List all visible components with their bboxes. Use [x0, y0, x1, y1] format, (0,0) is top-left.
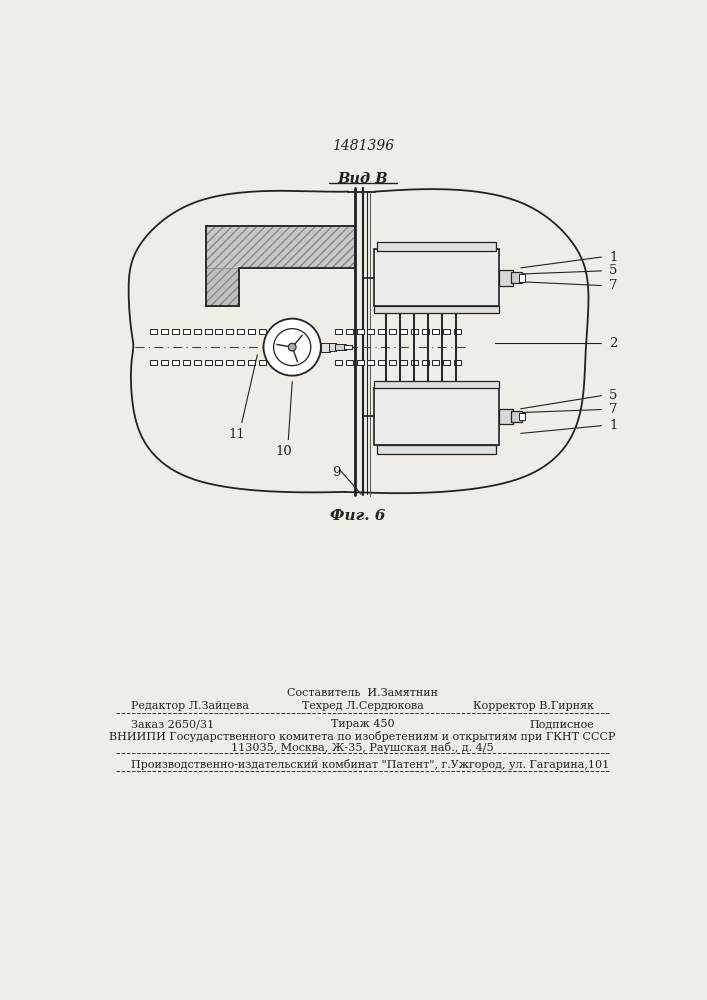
Bar	[400, 360, 407, 365]
Text: Корректор В.Гирняк: Корректор В.Гирняк	[474, 701, 595, 711]
Text: Составитель  И.Замятнин: Составитель И.Замятнин	[287, 688, 438, 698]
Bar	[378, 360, 385, 365]
Bar	[368, 329, 374, 334]
Bar	[335, 329, 341, 334]
Bar	[161, 360, 168, 365]
Bar	[321, 343, 330, 352]
Bar	[172, 329, 179, 334]
Bar	[329, 343, 337, 351]
Text: 1: 1	[609, 419, 617, 432]
Text: Вид В: Вид В	[337, 172, 388, 186]
Bar	[335, 344, 346, 350]
Bar	[421, 329, 428, 334]
Text: 7: 7	[609, 403, 618, 416]
Bar	[443, 360, 450, 365]
Text: 5: 5	[609, 389, 617, 402]
Text: Фиг. 6: Фиг. 6	[330, 509, 386, 523]
Bar	[151, 360, 158, 365]
Bar	[433, 329, 440, 334]
Bar	[356, 360, 363, 365]
Text: 7: 7	[609, 279, 618, 292]
Bar	[344, 345, 352, 349]
Bar	[411, 329, 418, 334]
Bar	[373, 381, 499, 388]
Bar	[373, 388, 499, 445]
Text: 1481396: 1481396	[332, 139, 394, 153]
Bar	[356, 329, 363, 334]
Bar	[248, 329, 255, 334]
Bar	[204, 360, 211, 365]
Bar	[373, 249, 499, 306]
Bar	[172, 360, 179, 365]
Bar	[183, 360, 190, 365]
Text: Заказ 2650/31: Заказ 2650/31	[131, 719, 214, 729]
Text: 113035, Москва, Ж-35, Раушская наб., д. 4/5: 113035, Москва, Ж-35, Раушская наб., д. …	[231, 742, 494, 753]
Text: Производственно-издательский комбинат "Патент", г.Ужгород, ул. Гагарина,101: Производственно-издательский комбинат "П…	[131, 759, 609, 770]
Bar	[194, 360, 201, 365]
Bar	[259, 360, 266, 365]
Bar	[335, 360, 341, 365]
Bar	[373, 306, 499, 313]
Bar	[237, 329, 244, 334]
Circle shape	[288, 343, 296, 351]
Bar	[346, 329, 353, 334]
Bar	[151, 329, 158, 334]
Bar	[454, 329, 461, 334]
Text: 1: 1	[609, 251, 617, 264]
Bar	[226, 360, 233, 365]
Text: 5: 5	[609, 264, 617, 277]
Bar	[400, 329, 407, 334]
Bar	[237, 360, 244, 365]
Text: 2: 2	[609, 337, 617, 350]
Text: ВНИИПИ Государственного комитета по изобретениям и открытиям при ГКНТ СССР: ВНИИПИ Государственного комитета по изоб…	[110, 731, 616, 742]
Bar	[161, 329, 168, 334]
Bar	[206, 268, 239, 306]
Bar	[378, 329, 385, 334]
Bar	[421, 360, 428, 365]
Text: 11: 11	[229, 428, 245, 441]
Bar	[216, 329, 223, 334]
Text: Тираж 450: Тираж 450	[331, 719, 395, 729]
Bar	[183, 329, 190, 334]
Bar	[377, 242, 496, 251]
Bar	[499, 270, 513, 286]
Bar	[519, 274, 525, 282]
Bar	[204, 329, 211, 334]
Bar	[346, 360, 353, 365]
Bar	[216, 360, 223, 365]
Bar	[519, 413, 525, 420]
Bar	[377, 445, 496, 454]
Bar	[248, 360, 255, 365]
Text: 10: 10	[275, 445, 292, 458]
Bar	[443, 329, 450, 334]
Bar	[499, 409, 513, 424]
Bar	[433, 360, 440, 365]
Text: 9: 9	[332, 466, 341, 480]
Bar	[389, 329, 396, 334]
Bar	[194, 329, 201, 334]
Circle shape	[264, 319, 321, 376]
Bar	[368, 360, 374, 365]
Bar	[206, 268, 239, 306]
Bar	[510, 411, 522, 422]
Text: Редактор Л.Зайцева: Редактор Л.Зайцева	[131, 701, 249, 711]
Bar	[411, 360, 418, 365]
Bar	[226, 329, 233, 334]
Bar	[389, 360, 396, 365]
Bar	[206, 226, 355, 268]
Text: Подписное: Подписное	[530, 719, 595, 729]
Bar	[206, 226, 355, 268]
Bar	[454, 360, 461, 365]
Bar	[510, 272, 522, 283]
Text: Техред Л.Сердюкова: Техред Л.Сердюкова	[302, 701, 423, 711]
Bar	[259, 329, 266, 334]
